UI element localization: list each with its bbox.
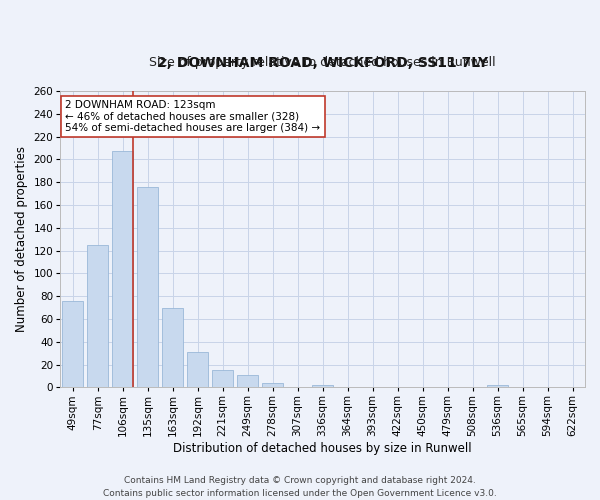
Title: Size of property relative to detached houses in Runwell: Size of property relative to detached ho… xyxy=(149,56,496,69)
Bar xyxy=(162,308,184,388)
Bar xyxy=(137,186,158,388)
Text: 2, DOWNHAM ROAD, WICKFORD, SS11 7LY: 2, DOWNHAM ROAD, WICKFORD, SS11 7LY xyxy=(157,56,488,70)
Y-axis label: Number of detached properties: Number of detached properties xyxy=(15,146,28,332)
Text: 2 DOWNHAM ROAD: 123sqm
← 46% of detached houses are smaller (328)
54% of semi-de: 2 DOWNHAM ROAD: 123sqm ← 46% of detached… xyxy=(65,100,320,133)
Bar xyxy=(87,245,109,388)
X-axis label: Distribution of detached houses by size in Runwell: Distribution of detached houses by size … xyxy=(173,442,472,455)
Bar xyxy=(487,385,508,388)
Bar xyxy=(187,352,208,388)
Bar xyxy=(312,385,333,388)
Bar xyxy=(112,152,133,388)
Bar xyxy=(62,300,83,388)
Bar xyxy=(262,383,283,388)
Bar xyxy=(237,375,258,388)
Bar xyxy=(212,370,233,388)
Text: Contains HM Land Registry data © Crown copyright and database right 2024.
Contai: Contains HM Land Registry data © Crown c… xyxy=(103,476,497,498)
